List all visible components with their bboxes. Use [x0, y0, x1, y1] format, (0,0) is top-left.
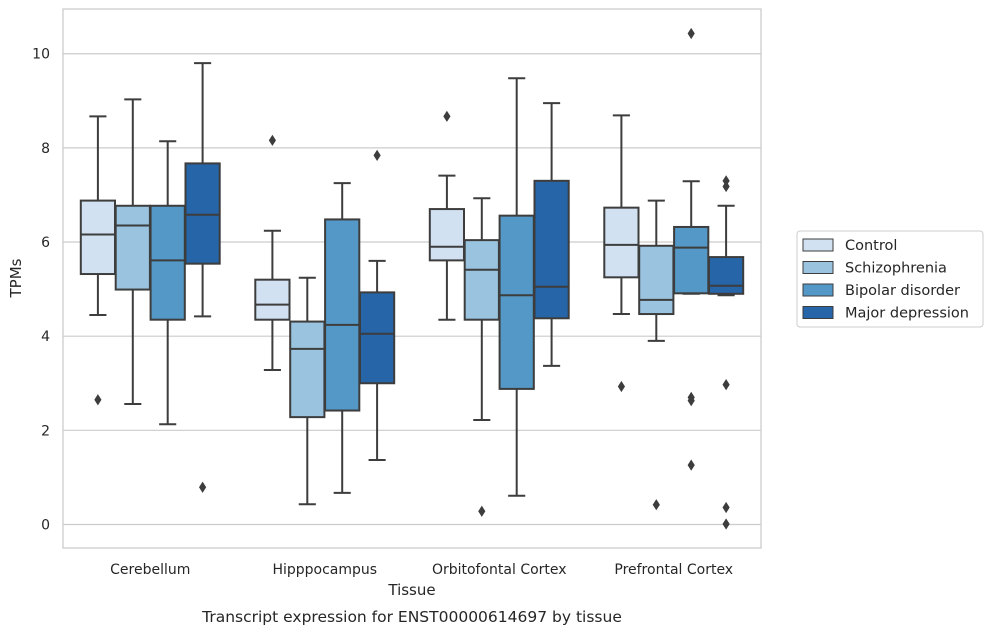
box-iqr [638, 244, 675, 316]
y-tick-label: 6 [41, 235, 50, 251]
box-bipolar-disorder [498, 77, 535, 497]
outlier-point [373, 149, 381, 162]
y-tick-label: 8 [41, 141, 50, 157]
outlier-point [687, 27, 695, 40]
box-schizophrenia [289, 276, 326, 506]
box-iqr [428, 208, 466, 262]
y-tick-label: 10 [32, 47, 50, 63]
y-tick-label: 4 [41, 329, 50, 345]
box-iqr [149, 204, 186, 321]
plot-frame [62, 8, 762, 549]
y-tick-label: 2 [41, 423, 50, 439]
box-control [79, 115, 117, 316]
y-axis-title: TPMs [7, 258, 25, 298]
box-major-depression [533, 102, 570, 367]
y-tick-labels: 0 2 4 6 8 10 [32, 47, 50, 534]
outlier-point [722, 180, 730, 193]
legend-label: Bipolar disorder [845, 283, 960, 299]
x-tick-label: Cerebellum [110, 562, 190, 578]
box-schizophrenia [638, 199, 675, 342]
outlier-point [722, 175, 730, 187]
x-axis-title: Tissue [387, 581, 435, 599]
box-control [603, 114, 640, 316]
box-iqr [498, 214, 535, 390]
legend-frame [796, 230, 984, 328]
outlier-point [722, 518, 730, 530]
outlier-point [687, 395, 695, 407]
box-bipolar-disorder [673, 180, 710, 295]
box-bipolar-disorder [324, 182, 361, 494]
outliers [94, 27, 730, 530]
box-iqr [184, 162, 221, 265]
box-schizophrenia [463, 197, 500, 421]
outlier-point [443, 110, 451, 122]
chart-caption: Transcript expression for ENST0000061469… [201, 608, 622, 626]
box-iqr [463, 239, 500, 321]
box-schizophrenia [114, 98, 151, 405]
box-major-depression [184, 62, 221, 318]
outlier-point [722, 379, 730, 391]
outlier-point [722, 501, 730, 514]
x-tick-label: Hipppocampus [272, 562, 377, 578]
box-major-depression [707, 204, 745, 297]
outlier-point [199, 481, 207, 493]
box-iqr [533, 179, 570, 320]
box-iqr [289, 320, 326, 419]
box-iqr [673, 225, 710, 295]
box-bipolar-disorder [149, 140, 186, 426]
box-iqr [603, 206, 640, 279]
box-iqr [358, 291, 396, 385]
legend-label: Control [845, 238, 897, 254]
legend: Control Schizophrenia Bipolar disorder Majo… [796, 230, 984, 328]
x-tick-labels: Cerebellum Hipppocampus Orbitofontal Corte… [110, 562, 733, 578]
box-control [428, 174, 466, 321]
x-tick-label: Prefrontal Cortex [614, 562, 733, 578]
legend-swatch [802, 306, 834, 319]
outlier-point [478, 505, 486, 517]
outlier-point [617, 380, 625, 393]
y-tick-label: 0 [41, 517, 50, 533]
outlier-point [687, 459, 695, 471]
outlier-point [268, 134, 276, 146]
outlier-point [652, 499, 660, 511]
box-major-depression [358, 259, 396, 461]
legend-label: Major depression [845, 306, 969, 322]
box-iqr [114, 204, 151, 291]
box-iqr [707, 256, 745, 295]
outlier-point [94, 394, 102, 406]
legend-swatch [802, 238, 834, 252]
legend-swatch [802, 261, 834, 274]
box-iqr [79, 199, 117, 276]
x-tick-label: Orbitofontal Cortex [432, 562, 567, 578]
box-iqr [254, 278, 291, 321]
boxes [79, 62, 745, 506]
legend-label: Schizophrenia [845, 261, 947, 277]
box-iqr [324, 218, 361, 412]
legend-swatch [802, 283, 834, 297]
box-control [254, 229, 291, 372]
